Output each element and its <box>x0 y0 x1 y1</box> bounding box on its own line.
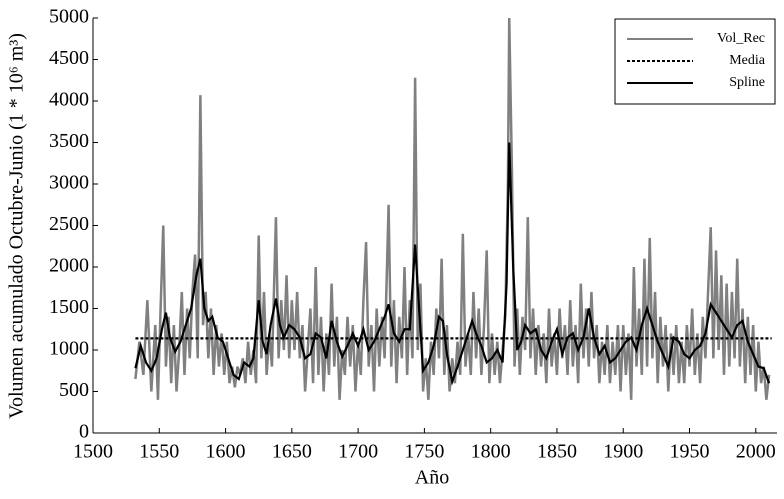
legend: Vol_Rec Media Spline <box>614 18 776 105</box>
y-tick-label: 4500 <box>49 47 89 69</box>
y-tick-label: 500 <box>59 379 89 401</box>
legend-label: Media <box>729 53 766 68</box>
x-tick-label: 1750 <box>404 441 444 463</box>
x-axis-label: Año <box>415 467 449 489</box>
y-tick-label: 5000 <box>49 6 89 28</box>
x-tick-label: 1700 <box>338 441 378 463</box>
x-tick-label: 1800 <box>471 441 511 463</box>
y-tick-label: 1500 <box>49 296 89 318</box>
legend-label: Spline <box>729 75 765 90</box>
y-tick-label: 1000 <box>49 338 89 360</box>
plot <box>134 18 772 400</box>
legend-box <box>614 18 776 105</box>
y-tick-label: 2500 <box>49 213 89 235</box>
y-tick-label: 2000 <box>49 255 89 277</box>
legend-label: Vol_Rec <box>717 31 765 46</box>
y-tick-label: 4000 <box>49 89 89 111</box>
x-tick-label: 1650 <box>272 441 312 463</box>
x-tick-label: 1900 <box>603 441 643 463</box>
y-axis-label: Volumen acumulado Octubre-Junio (1 * 10⁶… <box>6 33 28 419</box>
x-tick-label: 1850 <box>537 441 577 463</box>
x-tick-label: 1550 <box>139 441 179 463</box>
series-line <box>134 18 771 400</box>
x-tick-label: 2000 <box>736 441 776 463</box>
y-tick-label: 3000 <box>49 172 89 194</box>
x-tick-label: 1600 <box>206 441 246 463</box>
x-tick-label: 1950 <box>670 441 710 463</box>
y-tick-label: 3500 <box>49 130 89 152</box>
y-tick-label: 0 <box>79 421 89 443</box>
series-line <box>134 142 771 386</box>
x-tick-label: 1500 <box>73 441 113 463</box>
